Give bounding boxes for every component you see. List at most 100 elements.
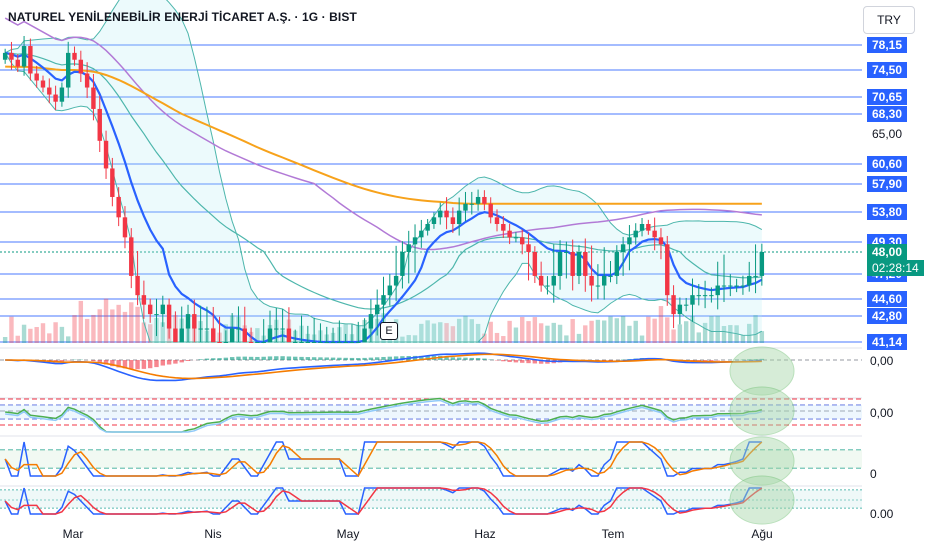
x-label-may: May (336, 527, 360, 541)
candle-body (702, 295, 708, 297)
candle-body (110, 168, 115, 197)
price-level-label: 57,90 (867, 176, 908, 192)
candle-body (318, 342, 323, 343)
macd-histogram-bar (368, 357, 374, 360)
candle-body (665, 244, 670, 296)
macd-histogram-bar (608, 360, 613, 361)
macd-histogram-bar (381, 356, 386, 360)
candle-body (456, 210, 462, 224)
x-label-nis: Nis (204, 527, 222, 541)
volume-bar (740, 335, 746, 343)
macd-histogram-bar (217, 358, 222, 360)
macd-histogram-bar (482, 358, 487, 360)
volume-bar (507, 320, 512, 343)
macd-histogram-bar (374, 357, 380, 360)
pane3-band-fill (0, 450, 862, 468)
candle-body (28, 46, 33, 74)
candle-body (293, 342, 298, 343)
volume-bar (633, 320, 638, 343)
candle-body (211, 328, 216, 342)
volume-bar (412, 335, 418, 343)
candle-body (154, 314, 159, 316)
volume-bar (72, 315, 77, 343)
macd-histogram-bar (318, 357, 323, 360)
pane4-line-b (4, 487, 763, 516)
price-level-label: 65,00 (872, 127, 903, 141)
candle-body (84, 73, 90, 88)
candle-body (450, 217, 456, 224)
volume-bar (513, 327, 519, 343)
volume-bar (116, 304, 121, 343)
candle-body (570, 252, 575, 276)
candle-body (601, 275, 607, 286)
macd-histogram-bar (513, 360, 519, 363)
macd-histogram-bar (286, 356, 292, 360)
volume-bar (759, 331, 765, 343)
price-level-label: 44,60 (867, 291, 908, 307)
macd-histogram-bar (709, 360, 714, 361)
candle-body (299, 342, 304, 343)
macd-histogram-bar (337, 357, 342, 360)
candle-body (97, 108, 102, 141)
macd-histogram-bar (179, 360, 184, 363)
candle-body (381, 295, 386, 305)
candle-body (608, 275, 613, 277)
candle-body (286, 328, 292, 342)
earnings-event-badge[interactable]: E (380, 322, 398, 340)
volume-bar (620, 316, 626, 343)
volume-bar (690, 316, 695, 343)
sma-purple-line (4, 17, 762, 251)
candle-body (444, 210, 449, 218)
macd-histogram-bar (173, 360, 178, 364)
candle-body (425, 224, 430, 231)
macd-histogram-bar (538, 360, 544, 364)
macd-histogram-bar (425, 355, 430, 360)
candle-body (475, 196, 481, 204)
volume-bar (482, 333, 487, 343)
macd-histogram-bar (305, 357, 311, 360)
volume-bar (589, 320, 594, 343)
volume-bar (538, 323, 544, 343)
candle-body (356, 342, 361, 343)
macd-histogram-bar (526, 360, 531, 364)
macd-histogram-bar (229, 357, 235, 360)
candle-body (59, 87, 65, 102)
symbol-title: NATUREL YENİLENEBİLİR ENERJİ TİCARET A.Ş… (8, 10, 357, 24)
candle-body (173, 328, 178, 342)
macd-line (5, 352, 762, 382)
volume-bar (91, 314, 96, 343)
candle-body (116, 196, 121, 218)
candle-body (229, 328, 235, 342)
macd-histogram-bar (185, 360, 191, 362)
volume-bar (520, 316, 525, 343)
candle-body (267, 328, 273, 342)
candle-body (21, 46, 27, 67)
volume-bar (532, 317, 538, 343)
candle-body (192, 314, 197, 329)
candle-body (349, 342, 355, 343)
price-level-label: 41,14 (867, 334, 908, 350)
macd-histogram-bar (393, 356, 399, 360)
macd-histogram-bar (135, 360, 140, 370)
volume-bar (728, 325, 733, 343)
candle-body (91, 87, 96, 109)
macd-histogram-bar (324, 357, 329, 360)
highlight-ellipse (729, 386, 795, 436)
volume-bar (526, 321, 531, 343)
volume-bar (66, 336, 71, 343)
candle-body (589, 275, 594, 286)
candle-body (236, 328, 241, 330)
volume-bar (551, 322, 556, 343)
candle-body (374, 304, 380, 315)
macd-histogram-bar (166, 360, 172, 365)
candle-body (412, 237, 418, 245)
candle-body (564, 252, 569, 253)
volume-bar (583, 325, 588, 343)
pane4-band-fill (0, 490, 862, 508)
macd-histogram-bar (532, 360, 538, 364)
macd-histogram-bar (280, 356, 285, 360)
currency-button[interactable]: TRY (863, 6, 915, 34)
volume-bar (135, 306, 140, 343)
indicator-panes (0, 346, 862, 525)
